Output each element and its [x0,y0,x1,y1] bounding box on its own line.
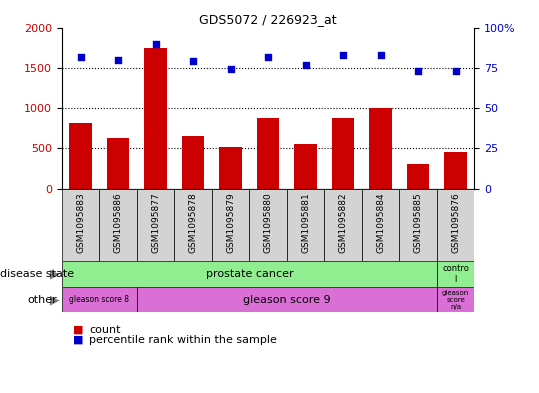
Point [226,66,235,73]
Bar [62,287,137,312]
Text: prostate cancer: prostate cancer [205,269,293,279]
Bar [437,261,474,287]
Point [114,57,122,63]
Text: GSM1095878: GSM1095878 [189,192,198,253]
Text: ■: ■ [73,325,83,335]
Bar [407,164,430,189]
Text: gleason score 8: gleason score 8 [70,295,129,304]
Bar [257,118,279,189]
Text: contro
l: contro l [442,264,469,284]
Point [301,61,310,68]
Bar [182,136,204,189]
Text: other: other [27,295,57,305]
Bar [324,189,362,261]
Text: gleason score 9: gleason score 9 [243,295,331,305]
Text: GSM1095883: GSM1095883 [76,192,85,253]
Text: GSM1095880: GSM1095880 [264,192,273,253]
Bar [444,152,467,189]
Bar [137,189,175,261]
Text: GSM1095876: GSM1095876 [451,192,460,253]
Bar [175,189,212,261]
Bar [100,189,137,261]
Text: count: count [89,325,120,335]
Point [77,53,85,60]
Text: GSM1095881: GSM1095881 [301,192,310,253]
Point [339,52,348,58]
Text: ▶: ▶ [50,293,59,306]
Point [189,58,197,64]
Text: disease state: disease state [0,269,74,279]
Title: GDS5072 / 226923_at: GDS5072 / 226923_at [199,13,337,26]
Bar [212,189,250,261]
Bar [362,189,399,261]
Text: percentile rank within the sample: percentile rank within the sample [89,335,277,345]
Bar [437,287,474,312]
Bar [144,48,167,189]
Text: GSM1095884: GSM1095884 [376,192,385,253]
Bar [250,189,287,261]
Bar [62,189,100,261]
Point [451,68,460,74]
Bar [137,287,437,312]
Bar [219,147,242,189]
Text: gleason
score
n/a: gleason score n/a [442,290,469,310]
Bar [369,108,392,189]
Text: GSM1095877: GSM1095877 [151,192,160,253]
Bar [294,143,317,189]
Bar [332,118,354,189]
Bar [399,189,437,261]
Text: GSM1095886: GSM1095886 [114,192,123,253]
Bar [287,189,324,261]
Bar [107,138,129,189]
Point [264,53,273,60]
Text: GSM1095882: GSM1095882 [338,192,348,253]
Point [151,40,160,47]
Text: ▶: ▶ [50,268,59,281]
Point [414,68,423,74]
Text: GSM1095885: GSM1095885 [413,192,423,253]
Bar [437,189,474,261]
Text: ■: ■ [73,335,83,345]
Point [376,52,385,58]
Text: GSM1095879: GSM1095879 [226,192,235,253]
Bar [70,123,92,189]
